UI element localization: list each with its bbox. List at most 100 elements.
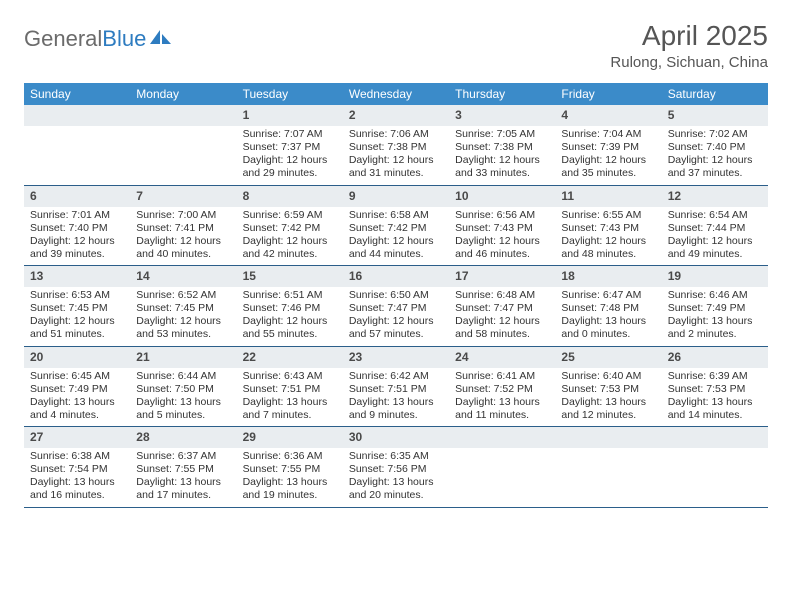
day-sunset: Sunset: 7:47 PM bbox=[349, 302, 443, 315]
day-dl1: Daylight: 13 hours bbox=[349, 476, 443, 489]
day-number: 5 bbox=[668, 108, 675, 122]
day-dl1: Daylight: 12 hours bbox=[243, 154, 337, 167]
day-dl1: Daylight: 12 hours bbox=[561, 235, 655, 248]
day-dl1: Daylight: 12 hours bbox=[30, 235, 124, 248]
day-number: 17 bbox=[455, 269, 468, 283]
day-body: Sunrise: 7:07 AMSunset: 7:37 PMDaylight:… bbox=[237, 126, 343, 185]
daynum-row: 4 bbox=[555, 105, 661, 126]
day-dl2: and 37 minutes. bbox=[668, 167, 762, 180]
day-sunset: Sunset: 7:41 PM bbox=[136, 222, 230, 235]
daynum-row: 29 bbox=[237, 427, 343, 448]
day-sunrise: Sunrise: 6:47 AM bbox=[561, 289, 655, 302]
day-number: 7 bbox=[136, 189, 143, 203]
day-cell: 14Sunrise: 6:52 AMSunset: 7:45 PMDayligh… bbox=[130, 266, 236, 346]
page-subtitle: Rulong, Sichuan, China bbox=[610, 54, 768, 71]
day-dl1: Daylight: 13 hours bbox=[136, 476, 230, 489]
day-dl1: Daylight: 13 hours bbox=[455, 396, 549, 409]
day-dl1: Daylight: 13 hours bbox=[561, 396, 655, 409]
day-sunset: Sunset: 7:40 PM bbox=[30, 222, 124, 235]
day-dl2: and 57 minutes. bbox=[349, 328, 443, 341]
daynum-row: 12 bbox=[662, 186, 768, 207]
day-number: 13 bbox=[30, 269, 43, 283]
day-sunset: Sunset: 7:44 PM bbox=[668, 222, 762, 235]
daynum-row: 11 bbox=[555, 186, 661, 207]
day-sunrise: Sunrise: 6:36 AM bbox=[243, 450, 337, 463]
day-body: Sunrise: 6:59 AMSunset: 7:42 PMDaylight:… bbox=[237, 207, 343, 266]
day-body: Sunrise: 6:41 AMSunset: 7:52 PMDaylight:… bbox=[449, 368, 555, 427]
day-sunset: Sunset: 7:43 PM bbox=[561, 222, 655, 235]
day-sunset: Sunset: 7:37 PM bbox=[243, 141, 337, 154]
day-number: 15 bbox=[243, 269, 256, 283]
day-sunset: Sunset: 7:48 PM bbox=[561, 302, 655, 315]
day-sunrise: Sunrise: 7:06 AM bbox=[349, 128, 443, 141]
day-dl2: and 16 minutes. bbox=[30, 489, 124, 502]
day-dl2: and 55 minutes. bbox=[243, 328, 337, 341]
title-block: April 2025 Rulong, Sichuan, China bbox=[610, 20, 768, 71]
day-number: 2 bbox=[349, 108, 356, 122]
day-number: 27 bbox=[30, 430, 43, 444]
day-body: Sunrise: 6:48 AMSunset: 7:47 PMDaylight:… bbox=[449, 287, 555, 346]
day-sunset: Sunset: 7:56 PM bbox=[349, 463, 443, 476]
day-body: Sunrise: 6:43 AMSunset: 7:51 PMDaylight:… bbox=[237, 368, 343, 427]
day-dl2: and 46 minutes. bbox=[455, 248, 549, 261]
logo-text: GeneralBlue bbox=[24, 26, 146, 52]
day-dl1: Daylight: 12 hours bbox=[668, 235, 762, 248]
day-sunrise: Sunrise: 6:46 AM bbox=[668, 289, 762, 302]
day-number: 20 bbox=[30, 350, 43, 364]
day-dl2: and 19 minutes. bbox=[243, 489, 337, 502]
day-dl2: and 14 minutes. bbox=[668, 409, 762, 422]
week-row: 1Sunrise: 7:07 AMSunset: 7:37 PMDaylight… bbox=[24, 105, 768, 186]
daynum-row: 20 bbox=[24, 347, 130, 368]
day-cell: 22Sunrise: 6:43 AMSunset: 7:51 PMDayligh… bbox=[237, 347, 343, 427]
day-number: 6 bbox=[30, 189, 37, 203]
calendar: SundayMondayTuesdayWednesdayThursdayFrid… bbox=[24, 83, 768, 508]
day-dl1: Daylight: 13 hours bbox=[561, 315, 655, 328]
day-dl2: and 48 minutes. bbox=[561, 248, 655, 261]
day-sunrise: Sunrise: 6:56 AM bbox=[455, 209, 549, 222]
day-body: Sunrise: 6:58 AMSunset: 7:42 PMDaylight:… bbox=[343, 207, 449, 266]
day-dl2: and 39 minutes. bbox=[30, 248, 124, 261]
logo-part2: Blue bbox=[102, 26, 146, 51]
day-dl2: and 51 minutes. bbox=[30, 328, 124, 341]
daynum-row: 2 bbox=[343, 105, 449, 126]
weeks-container: 1Sunrise: 7:07 AMSunset: 7:37 PMDaylight… bbox=[24, 105, 768, 508]
daynum-row: 3 bbox=[449, 105, 555, 126]
day-number: 16 bbox=[349, 269, 362, 283]
day-dl1: Daylight: 13 hours bbox=[668, 396, 762, 409]
day-dl2: and 0 minutes. bbox=[561, 328, 655, 341]
dow-label: Tuesday bbox=[237, 83, 343, 105]
daynum-row-empty bbox=[449, 427, 555, 448]
day-sunrise: Sunrise: 6:38 AM bbox=[30, 450, 124, 463]
day-cell: 28Sunrise: 6:37 AMSunset: 7:55 PMDayligh… bbox=[130, 427, 236, 507]
day-sunset: Sunset: 7:45 PM bbox=[30, 302, 124, 315]
day-number: 26 bbox=[668, 350, 681, 364]
day-sunset: Sunset: 7:49 PM bbox=[30, 383, 124, 396]
day-sunrise: Sunrise: 6:37 AM bbox=[136, 450, 230, 463]
day-body: Sunrise: 6:52 AMSunset: 7:45 PMDaylight:… bbox=[130, 287, 236, 346]
daynum-row: 28 bbox=[130, 427, 236, 448]
daynum-row: 26 bbox=[662, 347, 768, 368]
day-sunrise: Sunrise: 6:51 AM bbox=[243, 289, 337, 302]
day-body: Sunrise: 6:51 AMSunset: 7:46 PMDaylight:… bbox=[237, 287, 343, 346]
daynum-row: 27 bbox=[24, 427, 130, 448]
daynum-row: 8 bbox=[237, 186, 343, 207]
day-dl1: Daylight: 12 hours bbox=[136, 315, 230, 328]
day-sunset: Sunset: 7:45 PM bbox=[136, 302, 230, 315]
daynum-row: 17 bbox=[449, 266, 555, 287]
day-sunrise: Sunrise: 6:48 AM bbox=[455, 289, 549, 302]
day-cell bbox=[662, 427, 768, 507]
day-dl1: Daylight: 12 hours bbox=[561, 154, 655, 167]
day-sunrise: Sunrise: 6:59 AM bbox=[243, 209, 337, 222]
day-body: Sunrise: 6:38 AMSunset: 7:54 PMDaylight:… bbox=[24, 448, 130, 507]
day-dl1: Daylight: 13 hours bbox=[243, 476, 337, 489]
day-cell: 24Sunrise: 6:41 AMSunset: 7:52 PMDayligh… bbox=[449, 347, 555, 427]
day-dl1: Daylight: 12 hours bbox=[455, 235, 549, 248]
day-sunrise: Sunrise: 6:45 AM bbox=[30, 370, 124, 383]
day-sunrise: Sunrise: 7:05 AM bbox=[455, 128, 549, 141]
day-cell: 5Sunrise: 7:02 AMSunset: 7:40 PMDaylight… bbox=[662, 105, 768, 185]
day-dl2: and 35 minutes. bbox=[561, 167, 655, 180]
day-number: 30 bbox=[349, 430, 362, 444]
day-number: 9 bbox=[349, 189, 356, 203]
day-sunrise: Sunrise: 6:42 AM bbox=[349, 370, 443, 383]
day-dl2: and 58 minutes. bbox=[455, 328, 549, 341]
